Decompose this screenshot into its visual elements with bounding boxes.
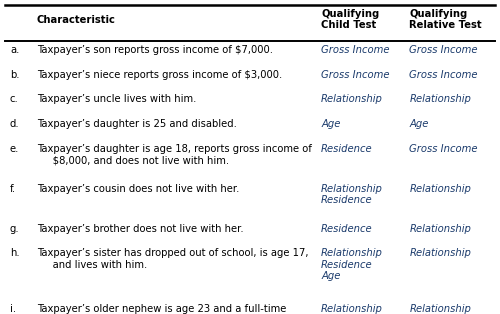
Text: i.: i.	[10, 304, 16, 314]
Text: Gross Income: Gross Income	[321, 70, 390, 80]
Text: Taxpayer’s cousin does not live with her.: Taxpayer’s cousin does not live with her…	[37, 184, 239, 194]
Text: Relationship
Age: Relationship Age	[321, 304, 383, 314]
Text: Qualifying
Child Test: Qualifying Child Test	[321, 8, 380, 30]
Text: Taxpayer’s daughter is 25 and disabled.: Taxpayer’s daughter is 25 and disabled.	[37, 119, 236, 129]
Text: g.: g.	[10, 224, 20, 234]
Text: b.: b.	[10, 70, 20, 80]
Text: Gross Income: Gross Income	[409, 70, 478, 80]
Text: h.: h.	[10, 248, 20, 258]
Text: Relationship: Relationship	[409, 184, 471, 194]
Text: Gross Income: Gross Income	[321, 45, 390, 55]
Text: Relationship
Residence
Age: Relationship Residence Age	[321, 248, 383, 281]
Text: Qualifying
Relative Test: Qualifying Relative Test	[409, 8, 482, 30]
Text: Residence: Residence	[321, 224, 372, 234]
Text: Relationship: Relationship	[409, 95, 471, 104]
Text: Relationship
Residence: Relationship Residence	[321, 184, 383, 205]
Text: Taxpayer’s older nephew is age 23 and a full-time
     student.: Taxpayer’s older nephew is age 23 and a …	[37, 304, 286, 314]
Text: Relationship: Relationship	[409, 224, 471, 234]
Text: Taxpayer’s sister has dropped out of school, is age 17,
     and lives with him.: Taxpayer’s sister has dropped out of sch…	[37, 248, 308, 270]
Text: Age: Age	[409, 119, 428, 129]
Text: Taxpayer’s son reports gross income of $7,000.: Taxpayer’s son reports gross income of $…	[37, 45, 273, 55]
Text: Relationship: Relationship	[409, 304, 471, 314]
Text: Age: Age	[321, 119, 340, 129]
Text: Taxpayer’s brother does not live with her.: Taxpayer’s brother does not live with he…	[37, 224, 244, 234]
Text: Taxpayer’s uncle lives with him.: Taxpayer’s uncle lives with him.	[37, 95, 196, 104]
Text: e.: e.	[10, 143, 20, 154]
Text: f.: f.	[10, 184, 16, 194]
Text: Taxpayer’s daughter is age 18, reports gross income of
     $8,000, and does not: Taxpayer’s daughter is age 18, reports g…	[37, 143, 312, 165]
Text: Relationship: Relationship	[409, 248, 471, 258]
Text: Residence: Residence	[321, 143, 372, 154]
Text: Taxpayer’s niece reports gross income of $3,000.: Taxpayer’s niece reports gross income of…	[37, 70, 282, 80]
Text: Relationship: Relationship	[321, 95, 383, 104]
Text: a.: a.	[10, 45, 20, 55]
Text: Gross Income: Gross Income	[409, 143, 478, 154]
Text: c.: c.	[10, 95, 18, 104]
Text: Characteristic: Characteristic	[37, 15, 116, 25]
Text: d.: d.	[10, 119, 20, 129]
Text: Gross Income: Gross Income	[409, 45, 478, 55]
